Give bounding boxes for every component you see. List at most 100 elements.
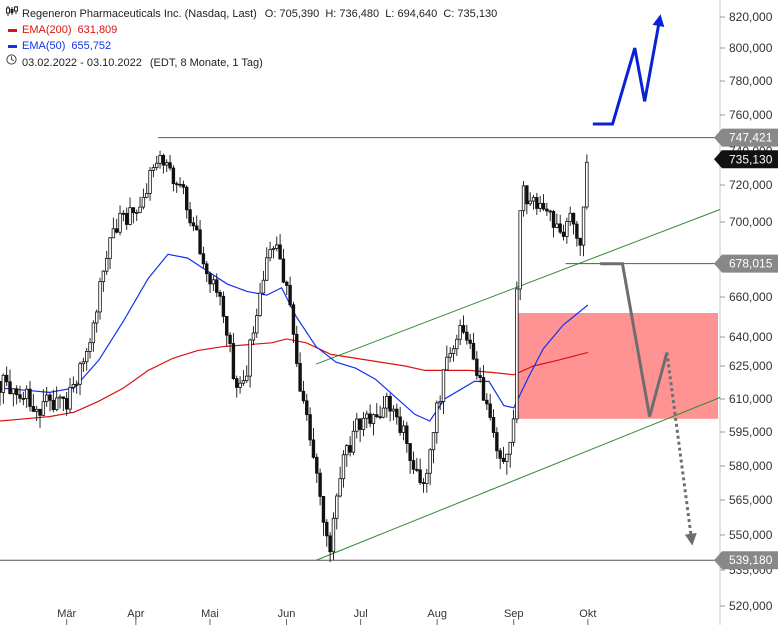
level-label: 678,015 — [729, 257, 773, 271]
candle-body — [318, 472, 322, 497]
candle-body — [455, 338, 459, 350]
candle-body — [61, 396, 66, 399]
candle-body — [311, 439, 316, 458]
candle-body — [568, 212, 572, 223]
candle-body — [371, 414, 376, 424]
candle-body — [388, 395, 392, 412]
candle-body — [465, 331, 469, 341]
level-label-box — [714, 128, 778, 147]
candle-body — [491, 417, 496, 433]
candle-body — [461, 325, 466, 333]
x-tick-label: Aug — [427, 608, 447, 620]
candle-body — [378, 416, 382, 419]
candle-body — [198, 229, 202, 255]
candle-body — [128, 207, 132, 225]
candle-body — [155, 162, 159, 169]
candle-body — [115, 228, 119, 233]
candle-body — [281, 258, 286, 283]
candle-body — [14, 388, 19, 396]
candle-body — [111, 228, 116, 239]
candle-body — [54, 397, 59, 410]
candle-body — [195, 225, 199, 231]
candle-body — [508, 441, 512, 455]
candle-body — [305, 400, 309, 416]
candle-body — [98, 281, 102, 313]
level-label-box — [714, 551, 778, 570]
candle-body — [451, 348, 456, 354]
channel-upper — [315, 209, 721, 365]
candle-body — [288, 285, 292, 306]
candle-body — [145, 193, 149, 198]
candle-body — [505, 453, 509, 462]
candle-body — [395, 408, 399, 418]
candle-body — [425, 472, 429, 484]
candle-body — [518, 210, 522, 290]
candle-body — [265, 257, 269, 281]
candle-body — [44, 394, 49, 403]
candle-body — [258, 292, 262, 317]
candle-body — [338, 478, 342, 497]
candle-body — [578, 237, 582, 246]
candle-body — [208, 273, 212, 285]
level-label-box — [714, 254, 778, 273]
candle-body — [478, 375, 482, 379]
candle-body — [135, 211, 139, 214]
candle-body — [88, 342, 92, 352]
candle-body — [241, 380, 246, 384]
candle-body — [485, 399, 489, 405]
channel-lower — [315, 397, 721, 561]
candle-body — [561, 231, 566, 237]
date-range: 03.02.2022 - 03.10.2022 — [22, 56, 142, 69]
candle-body — [84, 351, 89, 363]
candle-body — [74, 383, 79, 386]
candle-body — [248, 339, 252, 377]
ohlc-values: O: 705,390 H: 736,480 L: 694,640 C: 735,… — [264, 8, 498, 20]
candle-body — [278, 244, 282, 260]
candle-body — [228, 334, 232, 344]
candle-body — [348, 445, 352, 453]
ema50-swatch — [8, 44, 17, 48]
y-tick-label: 720,000 — [729, 178, 773, 192]
candle-body — [168, 162, 172, 169]
candle-body — [58, 396, 62, 399]
candle-body — [535, 197, 539, 209]
candle-body — [385, 395, 389, 409]
candle-body — [555, 223, 559, 228]
candle-body — [188, 209, 192, 224]
level-label: 747,421 — [729, 131, 773, 145]
candle-body — [471, 342, 476, 360]
candle-body — [78, 363, 82, 385]
level-label: 539,180 — [729, 553, 773, 567]
y-tick-label: 760,000 — [729, 108, 773, 122]
candle-body — [308, 414, 312, 441]
candle-body — [38, 408, 42, 416]
candle-body — [525, 185, 529, 205]
bear-scenario-path — [600, 262, 669, 417]
candle-body — [191, 222, 196, 227]
candle-body — [541, 202, 546, 210]
x-tick-label: Mai — [201, 608, 219, 620]
candle-body — [158, 155, 162, 164]
candle-body — [24, 388, 29, 399]
candle-body — [295, 333, 299, 364]
y-tick-label: 800,000 — [729, 41, 773, 55]
candle-body — [1, 374, 6, 393]
bear-scenario-dotted-arrow — [665, 352, 697, 546]
candle-body — [355, 418, 359, 432]
candlestick-icon — [6, 6, 19, 22]
candle-body — [551, 211, 556, 228]
candle-body — [581, 206, 586, 246]
candle-body — [165, 162, 169, 166]
candle-body — [95, 311, 99, 324]
candle-body — [225, 316, 229, 336]
x-tick-label: Apr — [127, 608, 144, 620]
x-tick-label: Jul — [354, 608, 368, 620]
candle-body — [271, 248, 276, 250]
candle-body — [361, 417, 366, 430]
candle-body — [558, 223, 562, 233]
candle-body — [121, 212, 126, 215]
candle-body — [345, 445, 349, 456]
candle-body — [245, 375, 249, 382]
candle-body — [0, 380, 2, 393]
y-tick-label: 565,000 — [729, 493, 773, 507]
